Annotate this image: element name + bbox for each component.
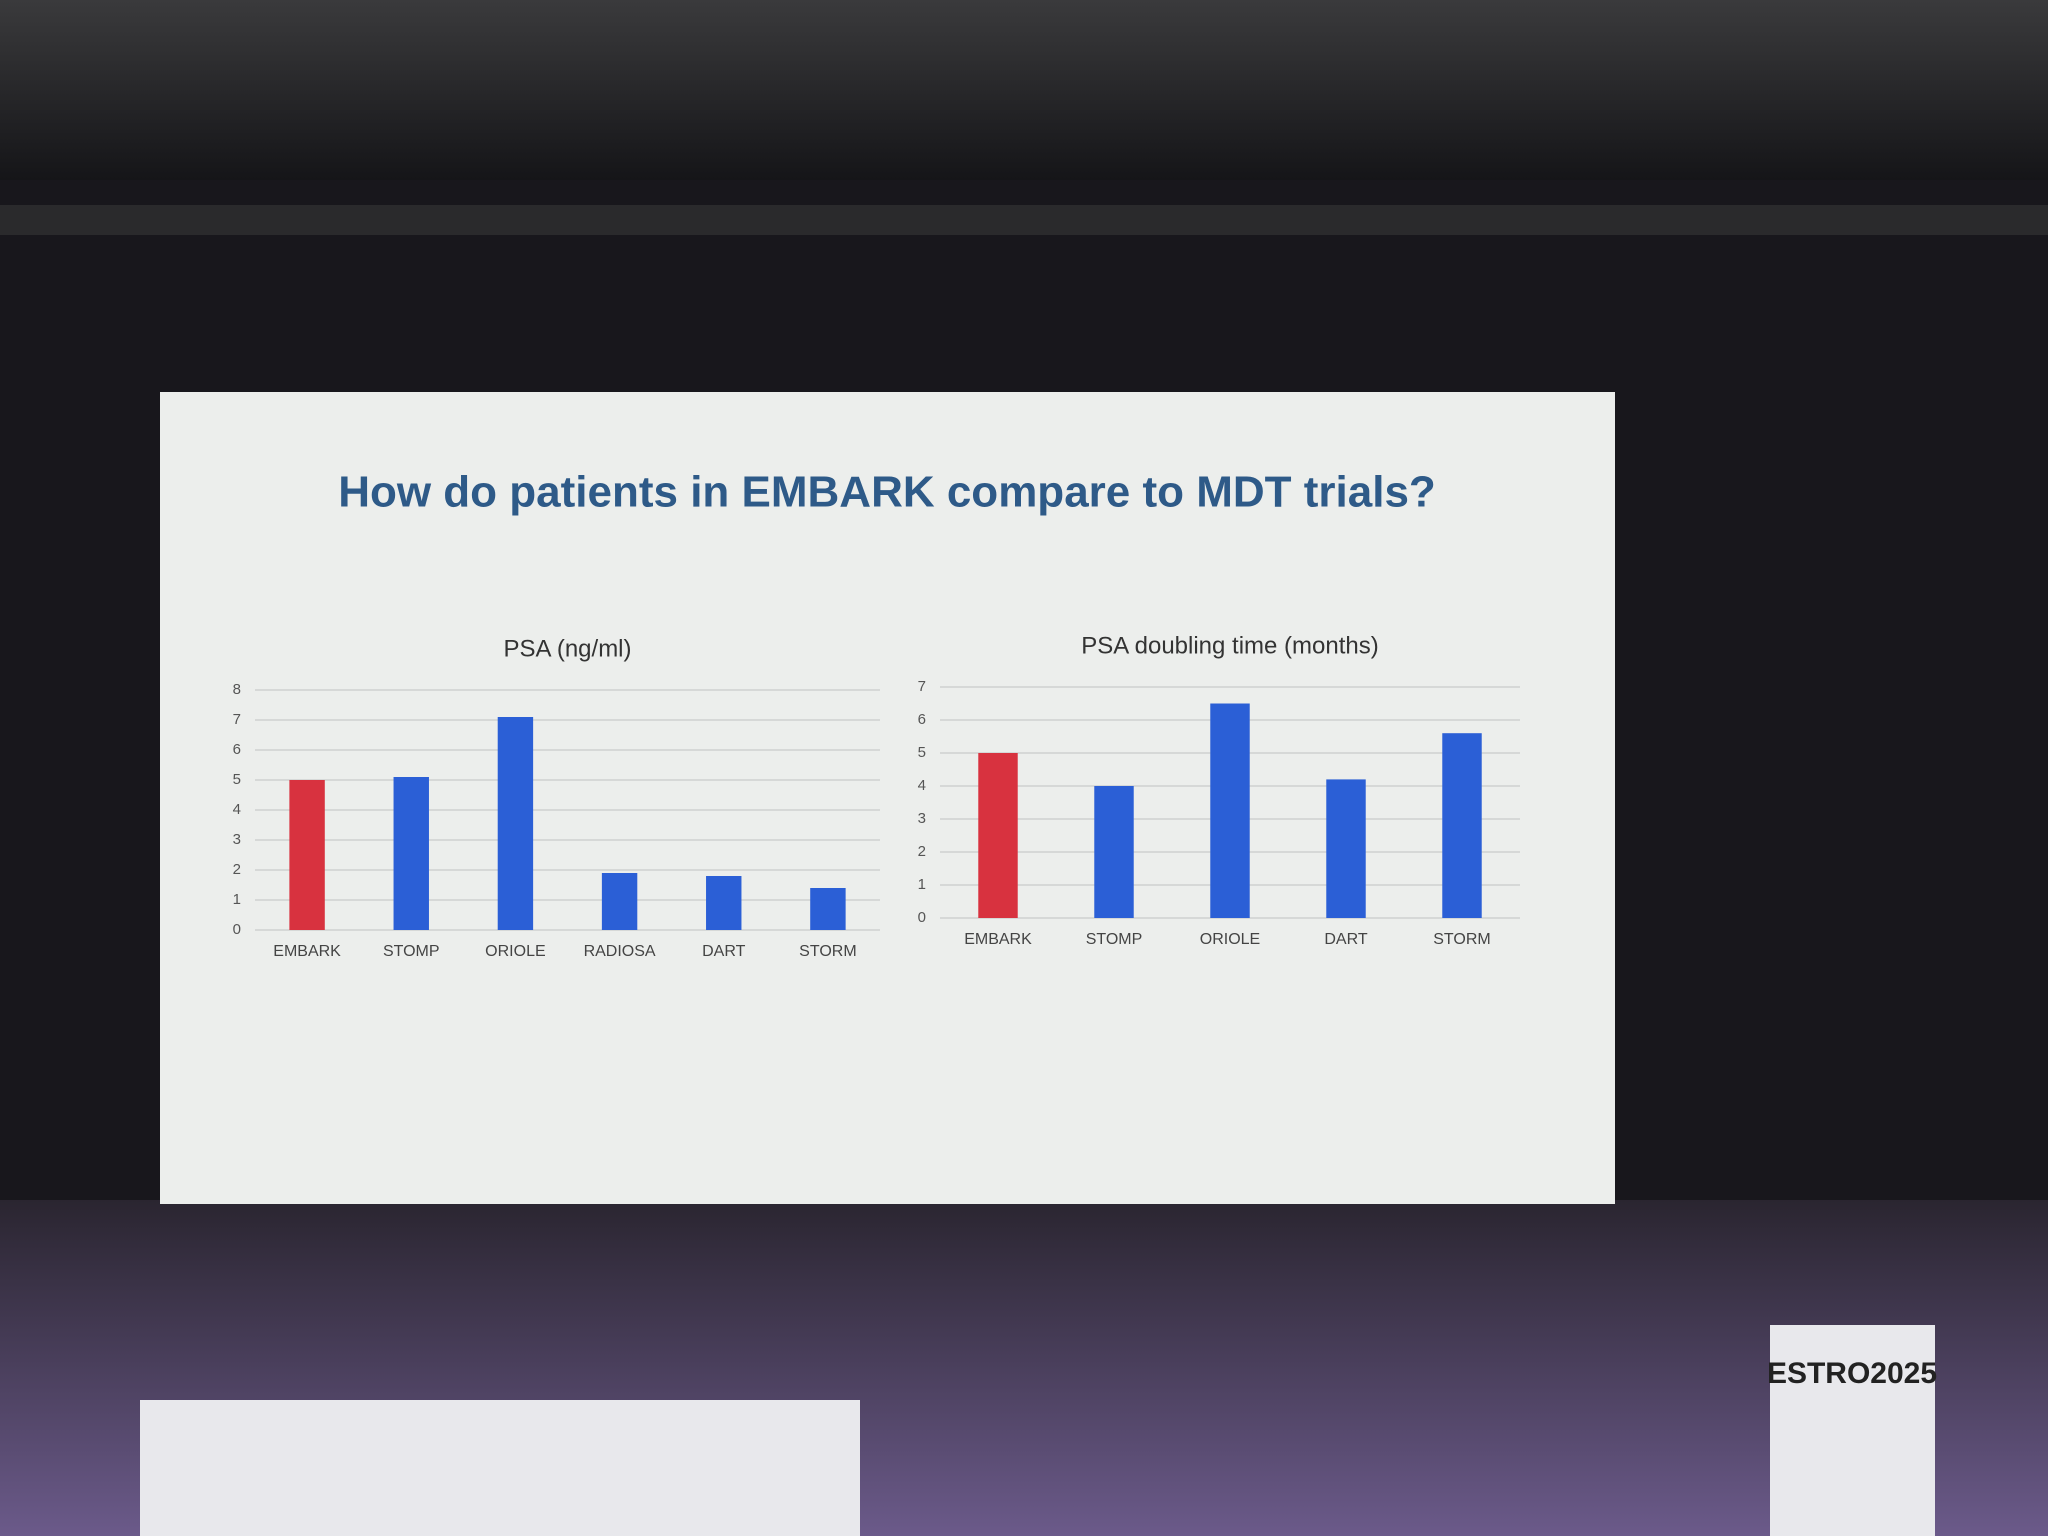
y-tick-label: 0 bbox=[233, 921, 241, 938]
y-tick-label: 6 bbox=[233, 741, 241, 758]
bar bbox=[393, 777, 429, 930]
podium-text: ESTRO2025 bbox=[1767, 1357, 1937, 1390]
x-tick-label: EMBARK bbox=[273, 943, 341, 960]
y-tick-label: 5 bbox=[918, 744, 926, 761]
bar bbox=[1326, 779, 1366, 918]
ceiling bbox=[0, 0, 2048, 180]
bar bbox=[810, 888, 846, 930]
y-tick-label: 4 bbox=[233, 801, 241, 818]
y-tick-label: 5 bbox=[233, 771, 241, 788]
y-tick-label: 2 bbox=[233, 861, 241, 878]
y-tick-label: 1 bbox=[918, 876, 926, 893]
panel-desk bbox=[140, 1400, 860, 1536]
chart-title: PSA (ng/ml) bbox=[503, 635, 631, 662]
bar bbox=[1210, 703, 1250, 918]
x-tick-label: ORIOLE bbox=[1200, 931, 1260, 948]
y-tick-label: 3 bbox=[918, 810, 926, 827]
x-tick-label: DART bbox=[702, 943, 745, 960]
y-tick-label: 7 bbox=[918, 678, 926, 695]
bar bbox=[497, 717, 534, 930]
x-tick-label: STORM bbox=[799, 943, 856, 960]
podium bbox=[1770, 1325, 1935, 1536]
bar bbox=[1442, 733, 1482, 918]
x-tick-label: STOMP bbox=[383, 943, 440, 960]
x-tick-label: RADIOSA bbox=[584, 943, 656, 960]
truss bbox=[0, 205, 2048, 235]
y-tick-label: 6 bbox=[918, 711, 926, 728]
x-tick-label: STORM bbox=[1433, 931, 1490, 948]
bar bbox=[601, 873, 638, 930]
y-tick-label: 0 bbox=[918, 909, 926, 926]
bar bbox=[706, 876, 742, 930]
y-tick-label: 8 bbox=[233, 681, 241, 698]
bar bbox=[978, 753, 1018, 918]
x-tick-label: DART bbox=[1324, 931, 1367, 948]
x-tick-label: ORIOLE bbox=[485, 943, 545, 960]
y-tick-label: 1 bbox=[233, 891, 241, 908]
bar bbox=[289, 780, 325, 930]
charts: PSA (ng/ml) 0 1 2 3 4 5 6 7 8 EMBARK STOMP ORIOLE RAD… bbox=[233, 632, 1520, 960]
slide-title: How do patients in EMBARK compare to MDT… bbox=[338, 468, 1436, 517]
x-tick-label: EMBARK bbox=[964, 931, 1032, 948]
chart-title: PSA doubling time (months) bbox=[1081, 632, 1378, 659]
y-tick-label: 4 bbox=[918, 777, 926, 794]
y-tick-label: 2 bbox=[918, 843, 926, 860]
y-tick-label: 7 bbox=[233, 711, 241, 728]
x-tick-label: STOMP bbox=[1086, 931, 1143, 948]
y-tick-label: 3 bbox=[233, 831, 241, 848]
bar bbox=[1094, 786, 1134, 918]
